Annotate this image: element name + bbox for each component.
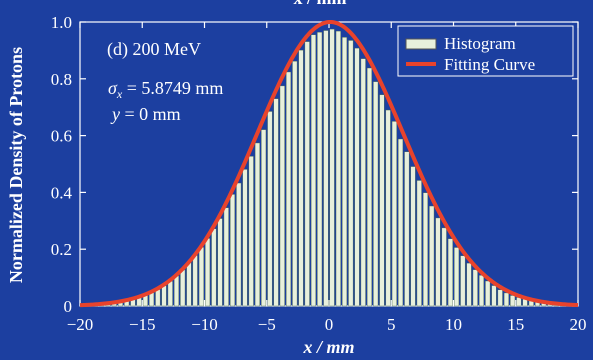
histogram-bar [366,67,372,307]
histogram-bar [173,275,180,307]
x-tick-label: 20 [570,315,587,334]
histogram-bar [416,180,422,307]
histogram-bar [466,262,472,307]
histogram-bar [298,49,304,307]
y-axis-title: Normalized Density of Protons [6,47,26,283]
y-tick-label: 0.8 [51,70,72,89]
histogram-bar [317,32,323,307]
x-tick-label: 5 [387,315,396,334]
sigma-annotation: σx = 5.8749 mm [108,78,223,101]
y-tick-label: 0 [64,297,73,316]
histogram-bar [510,295,516,307]
histogram-bars [80,28,578,307]
x-tick-label: −20 [67,315,94,334]
histogram-bar [211,228,217,307]
x-tick-label: −15 [129,315,156,334]
histogram-bar [261,129,267,307]
histogram-bar [497,289,503,307]
histogram-bar [447,238,453,307]
histogram-bar [348,40,354,307]
histogram-bar [273,98,279,307]
histogram-bar [354,47,360,307]
histogram-bar [229,194,236,307]
histogram-bar [186,262,192,307]
histogram-bar [454,247,460,307]
histogram-bar [223,207,229,307]
histogram-bar [161,285,167,307]
histogram-bar [360,58,366,307]
x-tick-label: 0 [325,315,334,334]
histogram-bar [292,60,298,307]
histogram-bar [491,285,497,307]
histogram-bar [460,255,466,307]
histogram-bar [205,238,211,307]
histogram-bar [385,109,391,307]
histogram-bar [479,275,485,307]
histogram-bar [404,151,410,307]
histogram-bar [503,292,509,307]
fitting-curve [79,19,579,308]
sigma-subscript: x [116,87,123,101]
histogram-bar [236,182,242,307]
legend-box [397,25,574,77]
histogram-bar [149,292,155,307]
histogram-bar [242,169,248,307]
y-tick-label: 0.4 [51,183,73,202]
histogram-bar [198,247,204,307]
x-axis-title: x / mm [302,337,354,357]
histogram-bar [279,85,285,307]
histogram-bar [180,269,186,307]
x-axis-title-text: x / mm [302,337,354,357]
x-tick-label: 15 [507,315,524,334]
x-tick-label: −5 [258,315,276,334]
histogram-bar [485,280,491,307]
sigma-symbol: σ [108,78,118,98]
y-position-value: = 0 mm [120,104,181,124]
histogram-bar [422,192,428,307]
x-tick-label: −10 [191,315,218,334]
histogram-bar [429,205,435,307]
histogram-bar [248,156,254,307]
y-tick-label: 1.0 [51,13,72,32]
y-tick-label: 0.2 [51,240,72,259]
histogram-bar [304,41,310,307]
histogram-bar [267,111,273,307]
histogram-bar [342,37,348,307]
histogram-bar [192,255,198,307]
y-position-annotation: y = 0 mm [110,104,181,124]
histogram-bar [472,269,478,307]
histogram-bar [441,227,447,307]
histogram-bar [323,30,329,307]
histogram-bar [379,94,385,307]
histogram-bar [167,281,173,307]
histogram-bar [373,81,379,307]
y-symbol: y [110,104,120,124]
histogram-bar [516,297,522,307]
histogram-bar [410,166,416,307]
histogram-bar [335,30,341,307]
histogram-bar [329,28,335,307]
histogram-bar [435,217,441,307]
histogram-bar [310,34,316,307]
axis-ticks: −20 −15 −10 −5 0 5 10 15 20 0 0.2 0.4 0.6 0.8 1.0 [51,13,587,334]
histogram-bar [391,121,397,307]
histogram-bar [155,289,161,307]
legend-fit-label: Fitting Curve [444,55,535,74]
y-tick-label: 0.6 [51,127,72,146]
panel-label: (d) 200 MeV [107,39,201,60]
legend-histogram-swatch [405,38,437,50]
legend-histogram-label: Histogram [444,34,516,53]
histogram-bar [254,142,260,307]
x-tick-label: 10 [445,315,462,334]
histogram-bar [217,218,223,307]
legend: Histogram Fitting Curve [397,25,574,77]
top-title-fragment: x / mm [294,0,347,8]
histogram-bar [398,138,404,307]
histogram-bar [286,71,292,307]
sigma-value: = 5.8749 mm [122,78,223,98]
